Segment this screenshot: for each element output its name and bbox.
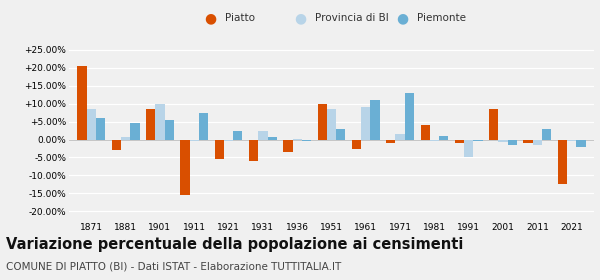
Text: Variazione percentuale della popolazione ai censimenti: Variazione percentuale della popolazione…	[6, 237, 463, 252]
Text: Provincia di BI: Provincia di BI	[315, 13, 389, 23]
Bar	[405, 93, 414, 139]
Bar	[283, 139, 293, 152]
Bar	[249, 139, 258, 161]
Bar	[199, 113, 208, 139]
Bar	[86, 109, 96, 139]
Bar	[473, 139, 482, 141]
Bar	[164, 120, 174, 139]
Bar	[302, 139, 311, 141]
Bar	[542, 129, 551, 139]
Bar	[121, 137, 130, 139]
Bar	[258, 130, 268, 139]
Bar	[558, 139, 567, 184]
Bar	[577, 139, 586, 147]
Bar	[421, 125, 430, 139]
Bar	[146, 109, 155, 139]
Bar	[386, 139, 395, 143]
Text: ●: ●	[294, 11, 306, 25]
Bar	[181, 139, 190, 195]
Bar	[268, 137, 277, 139]
Text: Piemonte: Piemonte	[417, 13, 466, 23]
Text: ●: ●	[396, 11, 408, 25]
Bar	[489, 109, 499, 139]
Text: ●: ●	[204, 11, 216, 25]
Bar	[361, 107, 370, 139]
Bar	[112, 139, 121, 150]
Bar	[523, 139, 533, 143]
Bar	[233, 130, 242, 139]
Bar	[96, 118, 105, 139]
Bar	[224, 139, 233, 141]
Bar	[508, 139, 517, 145]
Bar	[190, 139, 199, 141]
Bar	[395, 134, 405, 139]
Bar	[567, 139, 577, 141]
Bar	[352, 139, 361, 148]
Bar	[439, 136, 448, 139]
Text: COMUNE DI PIATTO (BI) - Dati ISTAT - Elaborazione TUTTITALIA.IT: COMUNE DI PIATTO (BI) - Dati ISTAT - Ela…	[6, 262, 341, 272]
Bar	[336, 129, 346, 139]
Bar	[430, 139, 439, 141]
Bar	[215, 139, 224, 159]
Bar	[455, 139, 464, 143]
Bar	[327, 109, 336, 139]
Bar	[370, 100, 380, 139]
Bar	[155, 104, 164, 139]
Bar	[317, 104, 327, 139]
Bar	[77, 66, 86, 139]
Bar	[130, 123, 140, 139]
Bar	[499, 139, 508, 143]
Text: Piatto: Piatto	[225, 13, 255, 23]
Bar	[533, 139, 542, 145]
Bar	[464, 139, 473, 157]
